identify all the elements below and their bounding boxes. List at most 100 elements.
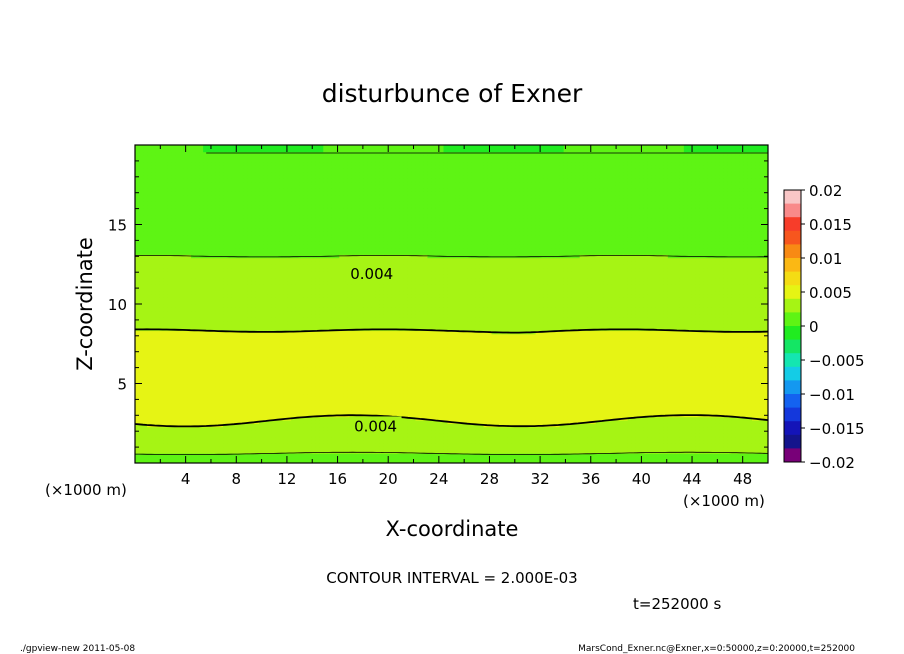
shade-cell <box>163 347 168 351</box>
shade-cell <box>211 320 216 325</box>
shade-cell <box>227 419 232 424</box>
shade-cell <box>219 426 224 431</box>
shade-cell <box>147 429 152 434</box>
shade-cell <box>143 449 148 454</box>
shade-cell <box>203 300 208 305</box>
shade-cell <box>223 350 228 355</box>
shade-cell <box>159 211 164 216</box>
shade-cell <box>211 443 216 448</box>
shade-cell <box>147 313 152 318</box>
shade-cell <box>227 360 232 365</box>
shade-cell <box>143 396 148 401</box>
shade-cell <box>147 257 152 262</box>
shade-cell <box>187 214 192 219</box>
shade-cell <box>147 400 152 404</box>
shade-cell <box>147 297 152 302</box>
shade-cell <box>191 164 196 169</box>
shade-cell <box>191 353 196 358</box>
shade-cell <box>163 207 168 212</box>
shade-cell <box>147 264 152 269</box>
shade-cell <box>231 439 236 444</box>
shade-cell <box>167 436 172 441</box>
shade-cell <box>171 413 176 418</box>
shade-cell <box>159 201 164 206</box>
shade-cell <box>151 370 156 375</box>
shade-cell <box>195 340 200 345</box>
shade-cell <box>191 459 196 463</box>
shade-cell <box>187 347 192 351</box>
shade-cell <box>211 446 216 451</box>
shade-cell <box>143 456 148 461</box>
shade-cell <box>171 410 176 414</box>
shade-cell <box>163 453 168 457</box>
shade-cell <box>135 270 140 275</box>
shade-cell <box>135 224 140 229</box>
shade-cell <box>179 174 184 179</box>
shade-cell <box>171 406 176 411</box>
shade-cell <box>231 327 236 332</box>
shade-cell <box>167 410 172 414</box>
shade-cell <box>159 274 164 279</box>
shade-cell <box>139 459 144 463</box>
shade-cell <box>223 171 228 176</box>
shade-cell <box>231 284 236 289</box>
shade-cell <box>171 376 176 381</box>
shade-cell <box>171 416 176 421</box>
shade-cell <box>159 300 164 305</box>
shade-cell <box>191 287 196 292</box>
shade-cell <box>175 317 180 322</box>
shade-cell <box>143 360 148 365</box>
shade-cell <box>187 280 192 285</box>
shade-cell <box>139 360 144 365</box>
shade-cell <box>207 158 212 163</box>
shade-cell <box>163 227 168 232</box>
shade-cell <box>211 164 216 169</box>
shade-cell <box>235 456 240 461</box>
shade-cell <box>215 145 220 149</box>
shade-cell <box>219 406 224 411</box>
shade-cell <box>219 151 224 156</box>
shade-cell <box>147 260 152 265</box>
shade-cell <box>151 274 156 279</box>
shade-cell <box>199 191 204 196</box>
shade-cell <box>187 307 192 312</box>
shade-cell <box>159 439 164 444</box>
shade-cell <box>203 231 208 236</box>
shade-cell <box>187 429 192 434</box>
shade-cell <box>143 270 148 275</box>
shade-cell <box>199 247 204 252</box>
shade-cell <box>135 227 140 232</box>
shade-cell <box>215 343 220 348</box>
shade-cell <box>139 363 144 368</box>
shade-cell <box>139 396 144 401</box>
shade-cell <box>179 224 184 229</box>
shade-cell <box>135 251 140 255</box>
shade-cell <box>187 297 192 302</box>
shade-cell <box>167 284 172 289</box>
shade-cell <box>207 214 212 219</box>
shade-cell <box>235 267 240 272</box>
shade-cell <box>219 251 224 255</box>
shade-cell <box>199 400 204 404</box>
shade-cell <box>215 453 220 457</box>
shade-cell <box>139 274 144 279</box>
shade-cell <box>155 297 160 302</box>
shade-cell <box>235 459 240 463</box>
shade-cell <box>139 426 144 431</box>
shade-cell <box>223 168 228 173</box>
shade-cell <box>219 386 224 391</box>
shade-cell <box>167 194 172 199</box>
shade-cell <box>227 178 232 183</box>
shade-cell <box>191 330 196 335</box>
shade-cell <box>203 267 208 272</box>
shade-cell <box>183 416 188 421</box>
shade-cell <box>167 347 172 351</box>
shade-cell <box>191 151 196 156</box>
shade-cell <box>167 154 172 159</box>
shade-cell <box>215 247 220 252</box>
shade-cell <box>179 214 184 219</box>
shade-cell <box>191 214 196 219</box>
shade-cell <box>195 178 200 183</box>
shade-cell <box>207 426 212 431</box>
shade-cell <box>143 284 148 289</box>
